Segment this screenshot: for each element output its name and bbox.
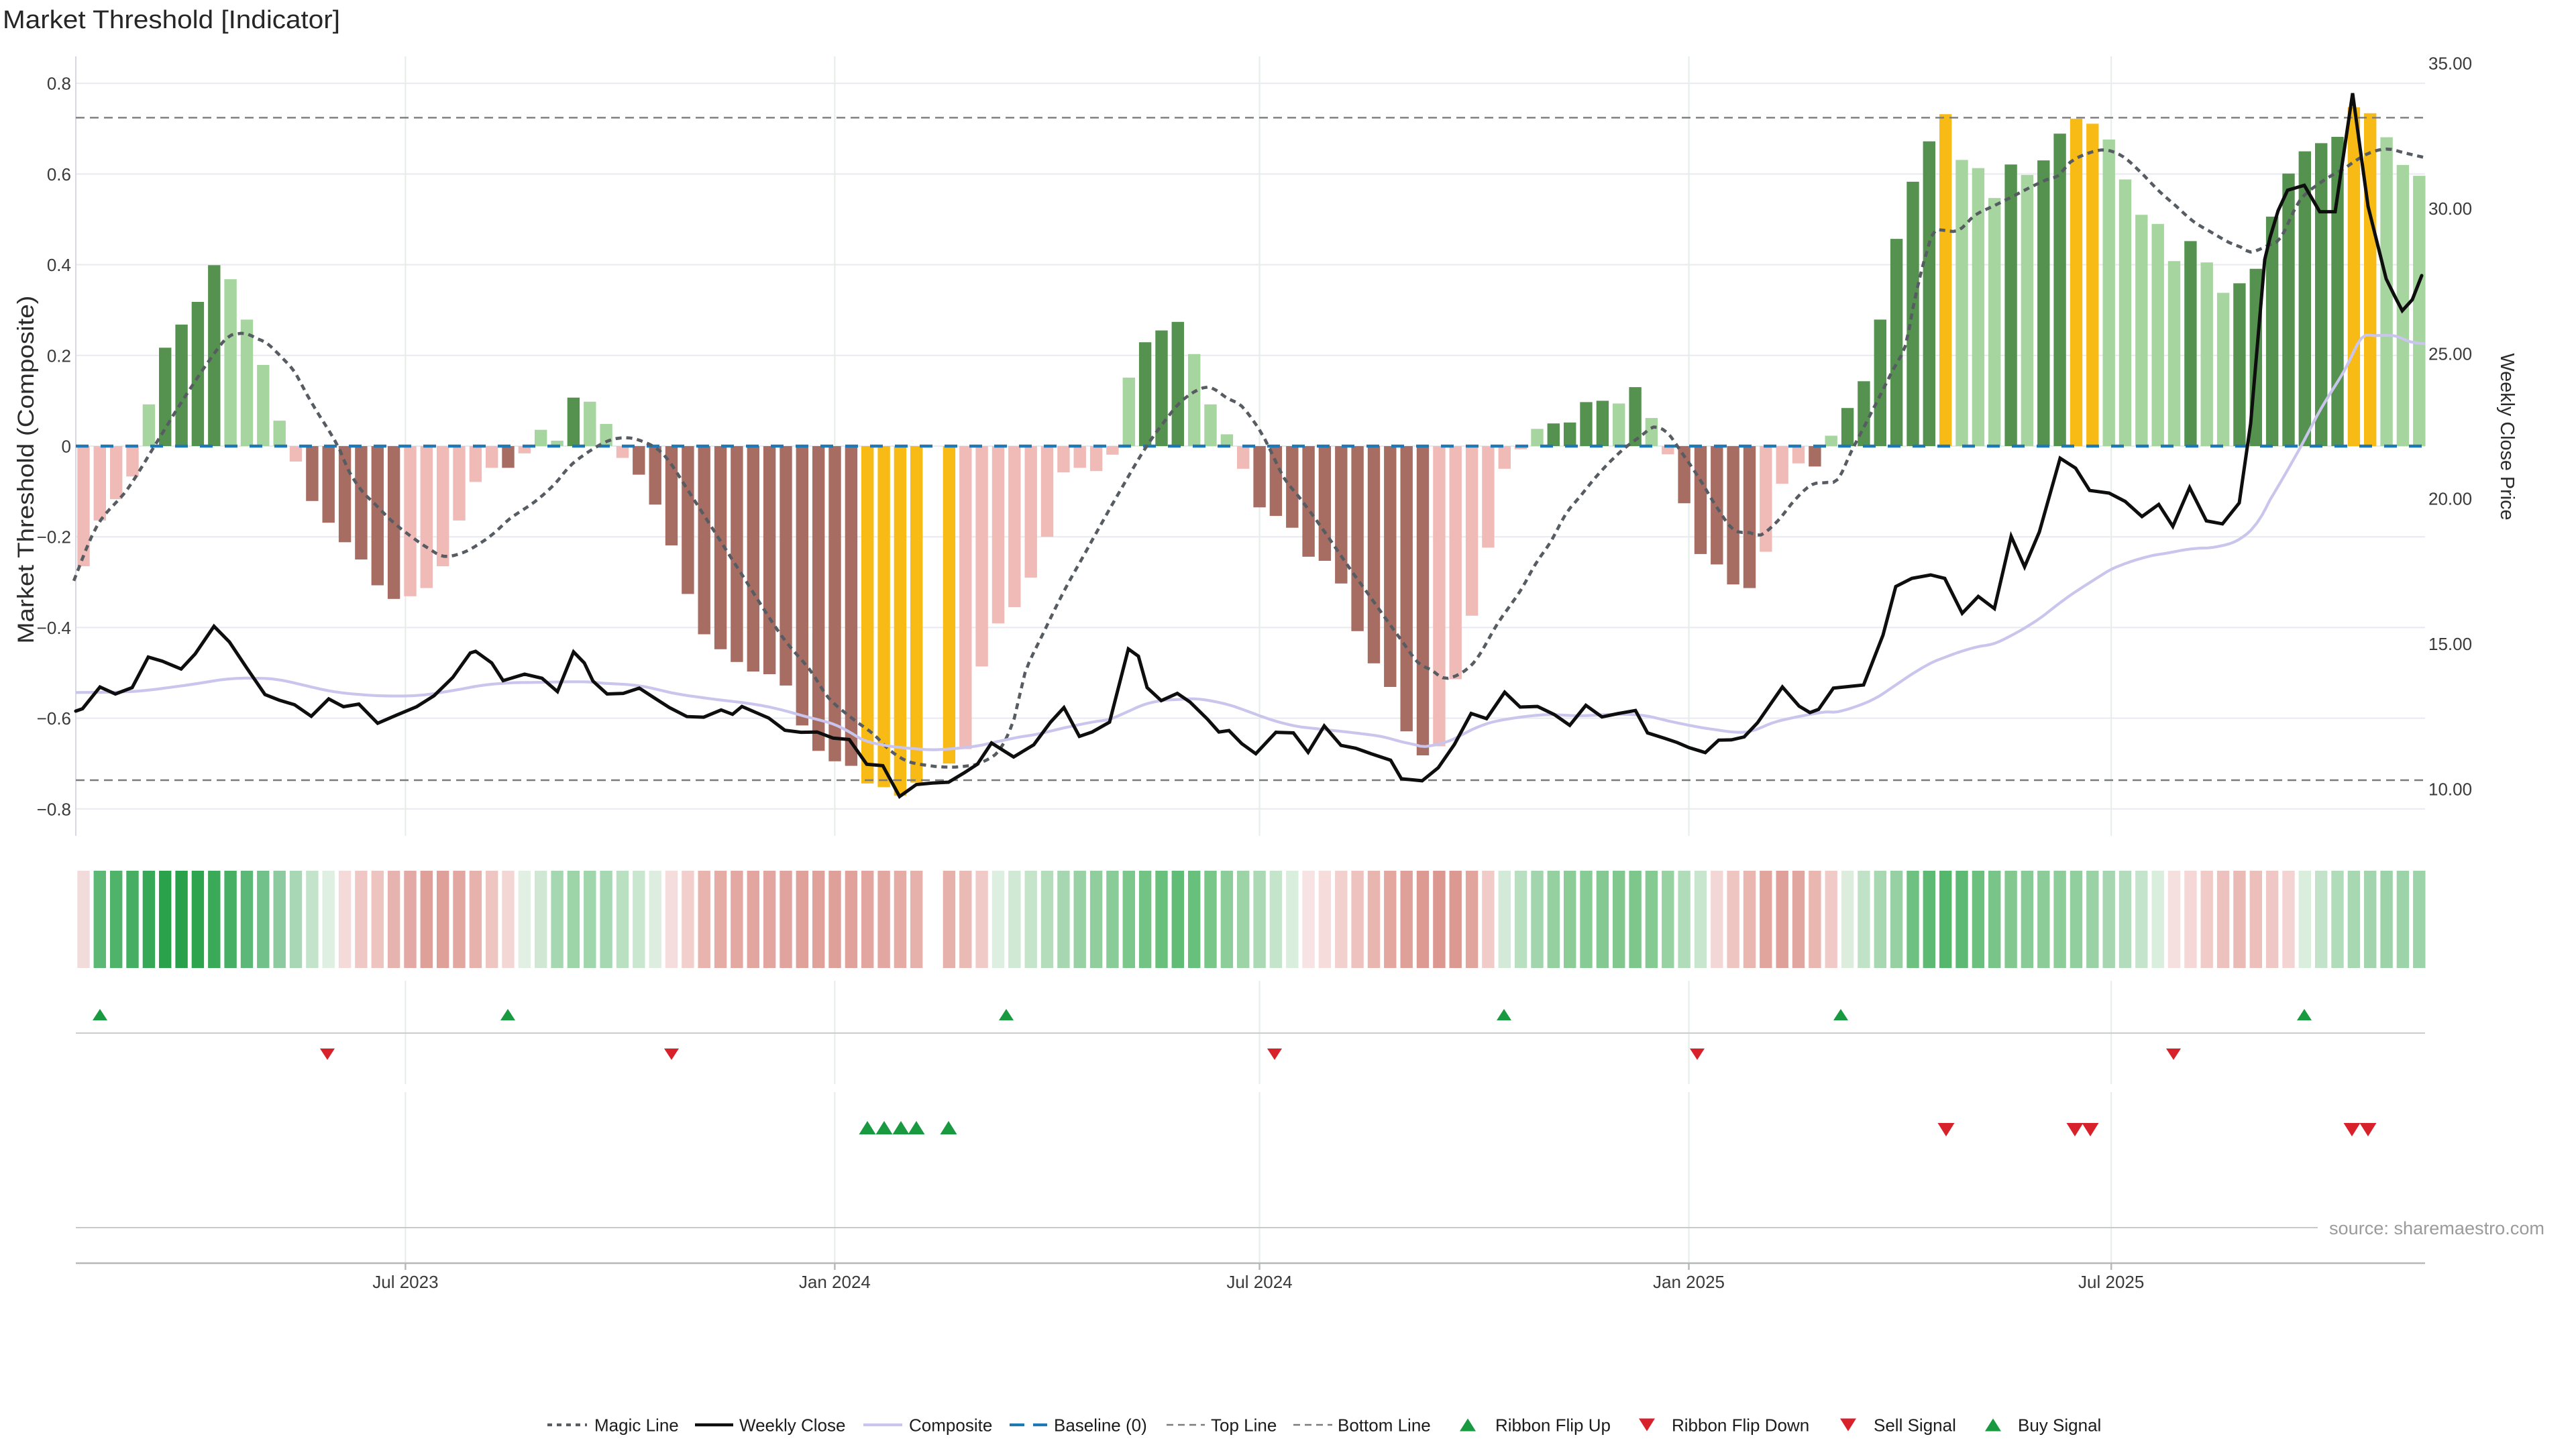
svg-text:35.00: 35.00 bbox=[2428, 54, 2472, 74]
svg-text:Composite: Composite bbox=[909, 1415, 992, 1436]
svg-text:−0.6: −0.6 bbox=[37, 708, 71, 729]
svg-text:Baseline (0): Baseline (0) bbox=[1054, 1415, 1147, 1436]
svg-text:30.00: 30.00 bbox=[2428, 199, 2472, 219]
svg-text:Jan 2024: Jan 2024 bbox=[799, 1272, 871, 1292]
svg-text:−0.2: −0.2 bbox=[37, 527, 71, 547]
svg-text:0.8: 0.8 bbox=[47, 74, 71, 94]
svg-text:Weekly Close: Weekly Close bbox=[739, 1415, 845, 1436]
svg-text:Ribbon Flip Up: Ribbon Flip Up bbox=[1495, 1415, 1611, 1436]
svg-text:Sell Signal: Sell Signal bbox=[1874, 1415, 1956, 1436]
svg-text:−0.8: −0.8 bbox=[37, 799, 71, 819]
svg-text:Weekly Close Price: Weekly Close Price bbox=[2496, 354, 2518, 521]
svg-text:−0.4: −0.4 bbox=[37, 618, 71, 638]
svg-text:Jan 2025: Jan 2025 bbox=[1653, 1272, 1725, 1292]
svg-text:Buy Signal: Buy Signal bbox=[2018, 1415, 2101, 1436]
svg-text:Market Threshold [Indicator]: Market Threshold [Indicator] bbox=[3, 6, 340, 34]
svg-text:Top Line: Top Line bbox=[1211, 1415, 1277, 1436]
svg-text:Market Threshold (Composite): Market Threshold (Composite) bbox=[13, 296, 39, 644]
svg-text:25.00: 25.00 bbox=[2428, 343, 2472, 364]
svg-text:Magic Line: Magic Line bbox=[594, 1415, 679, 1436]
svg-text:Ribbon Flip Down: Ribbon Flip Down bbox=[1672, 1415, 1809, 1436]
svg-text:0: 0 bbox=[62, 437, 71, 457]
svg-text:Jul 2024: Jul 2024 bbox=[1226, 1272, 1292, 1292]
svg-text:Bottom Line: Bottom Line bbox=[1338, 1415, 1431, 1436]
svg-text:0.6: 0.6 bbox=[47, 164, 71, 184]
svg-text:10.00: 10.00 bbox=[2428, 780, 2472, 800]
svg-text:20.00: 20.00 bbox=[2428, 489, 2472, 509]
svg-text:Jul 2025: Jul 2025 bbox=[2078, 1272, 2144, 1292]
svg-text:source: sharemaestro.com: source: sharemaestro.com bbox=[2329, 1218, 2544, 1238]
svg-text:Jul 2023: Jul 2023 bbox=[372, 1272, 438, 1292]
svg-text:0.2: 0.2 bbox=[47, 345, 71, 366]
svg-text:0.4: 0.4 bbox=[47, 255, 71, 275]
svg-text:15.00: 15.00 bbox=[2428, 634, 2472, 654]
